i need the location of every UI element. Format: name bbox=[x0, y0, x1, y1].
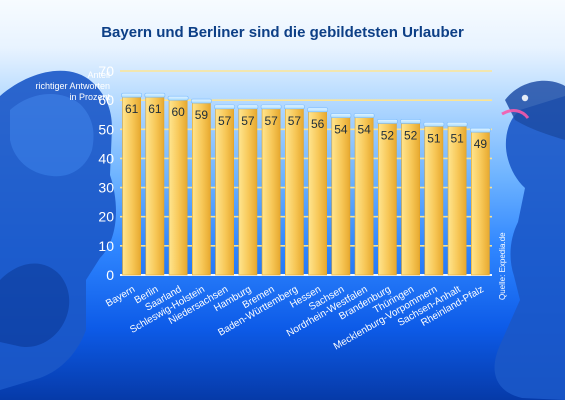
bar-13 bbox=[424, 126, 444, 276]
y-tick-label: 30 bbox=[98, 180, 114, 196]
y-axis-label: Anteil richtiger Antworten in Prozent bbox=[35, 70, 110, 102]
bar-15 bbox=[471, 131, 490, 276]
bar-cap bbox=[470, 127, 491, 133]
bar-value-label: 54 bbox=[334, 123, 348, 137]
bar-7 bbox=[285, 108, 304, 276]
bar-cap bbox=[400, 119, 421, 124]
bar-cap bbox=[307, 107, 328, 113]
bar-3 bbox=[192, 102, 211, 276]
y-axis-label-line-3: in Prozent bbox=[69, 92, 110, 102]
bar-2 bbox=[168, 99, 188, 276]
bar-value-label: 49 bbox=[474, 137, 488, 151]
bar-cap bbox=[284, 104, 305, 110]
bar-value-label: 57 bbox=[218, 114, 232, 128]
bar-value-label: 57 bbox=[241, 114, 255, 128]
y-tick-label: 70 bbox=[98, 63, 114, 79]
bar-value-label: 51 bbox=[427, 131, 441, 145]
bear-illustration bbox=[494, 80, 565, 400]
y-axis-label-line-1: Anteil bbox=[87, 70, 110, 80]
bar-value-label: 61 bbox=[148, 102, 162, 116]
bar-value-label: 51 bbox=[450, 131, 464, 145]
bar-cap bbox=[121, 92, 142, 98]
y-tick-label: 20 bbox=[98, 209, 114, 225]
bar-cap bbox=[144, 92, 166, 98]
bar-value-label: 54 bbox=[357, 123, 371, 137]
source-label: Quelle: Expedia.de bbox=[498, 232, 507, 300]
bar-value-label: 52 bbox=[381, 128, 395, 142]
bar-cap bbox=[191, 98, 212, 104]
bar-9 bbox=[331, 117, 351, 276]
bar-value-label: 60 bbox=[171, 105, 185, 119]
bar-6 bbox=[261, 108, 281, 276]
bar-8 bbox=[308, 111, 327, 276]
bar-cap bbox=[377, 119, 398, 124]
bar-11 bbox=[378, 123, 397, 276]
y-tick-label: 0 bbox=[106, 267, 114, 283]
bar-cap bbox=[330, 113, 352, 118]
y-tick-label: 50 bbox=[98, 121, 114, 137]
bar-cap bbox=[446, 122, 468, 127]
chart-title: Bayern und Berliner sind die gebildetste… bbox=[101, 24, 464, 41]
lion-illustration bbox=[0, 70, 116, 391]
bar-10 bbox=[354, 117, 374, 276]
bar-value-label: 59 bbox=[195, 108, 209, 122]
bar-1 bbox=[145, 96, 165, 276]
y-tick-label: 10 bbox=[98, 238, 114, 254]
bar-value-label: 57 bbox=[264, 114, 278, 128]
bar-4 bbox=[215, 108, 234, 276]
y-tick-label: 40 bbox=[98, 150, 114, 166]
bar-value-label: 52 bbox=[404, 128, 418, 142]
bar-cap bbox=[260, 104, 282, 110]
bar-14 bbox=[447, 126, 467, 276]
bar-cap bbox=[353, 113, 375, 118]
bar-cap bbox=[167, 95, 189, 101]
bar-12 bbox=[401, 123, 420, 276]
bar-value-label: 61 bbox=[125, 102, 139, 116]
bar-cap bbox=[214, 104, 235, 110]
y-axis-label-line-2: richtiger Antworten bbox=[35, 81, 110, 91]
bar-value-label: 57 bbox=[288, 114, 302, 128]
plot-area: 01020304050607061Bayern61Berlin60Saarlan… bbox=[98, 63, 492, 353]
bar-cap bbox=[237, 104, 259, 110]
bar-0 bbox=[122, 96, 141, 276]
bar-value-label: 56 bbox=[311, 117, 325, 131]
bar-cap bbox=[423, 122, 445, 127]
bar-5 bbox=[238, 108, 258, 276]
y-tick-label: 60 bbox=[98, 92, 114, 108]
